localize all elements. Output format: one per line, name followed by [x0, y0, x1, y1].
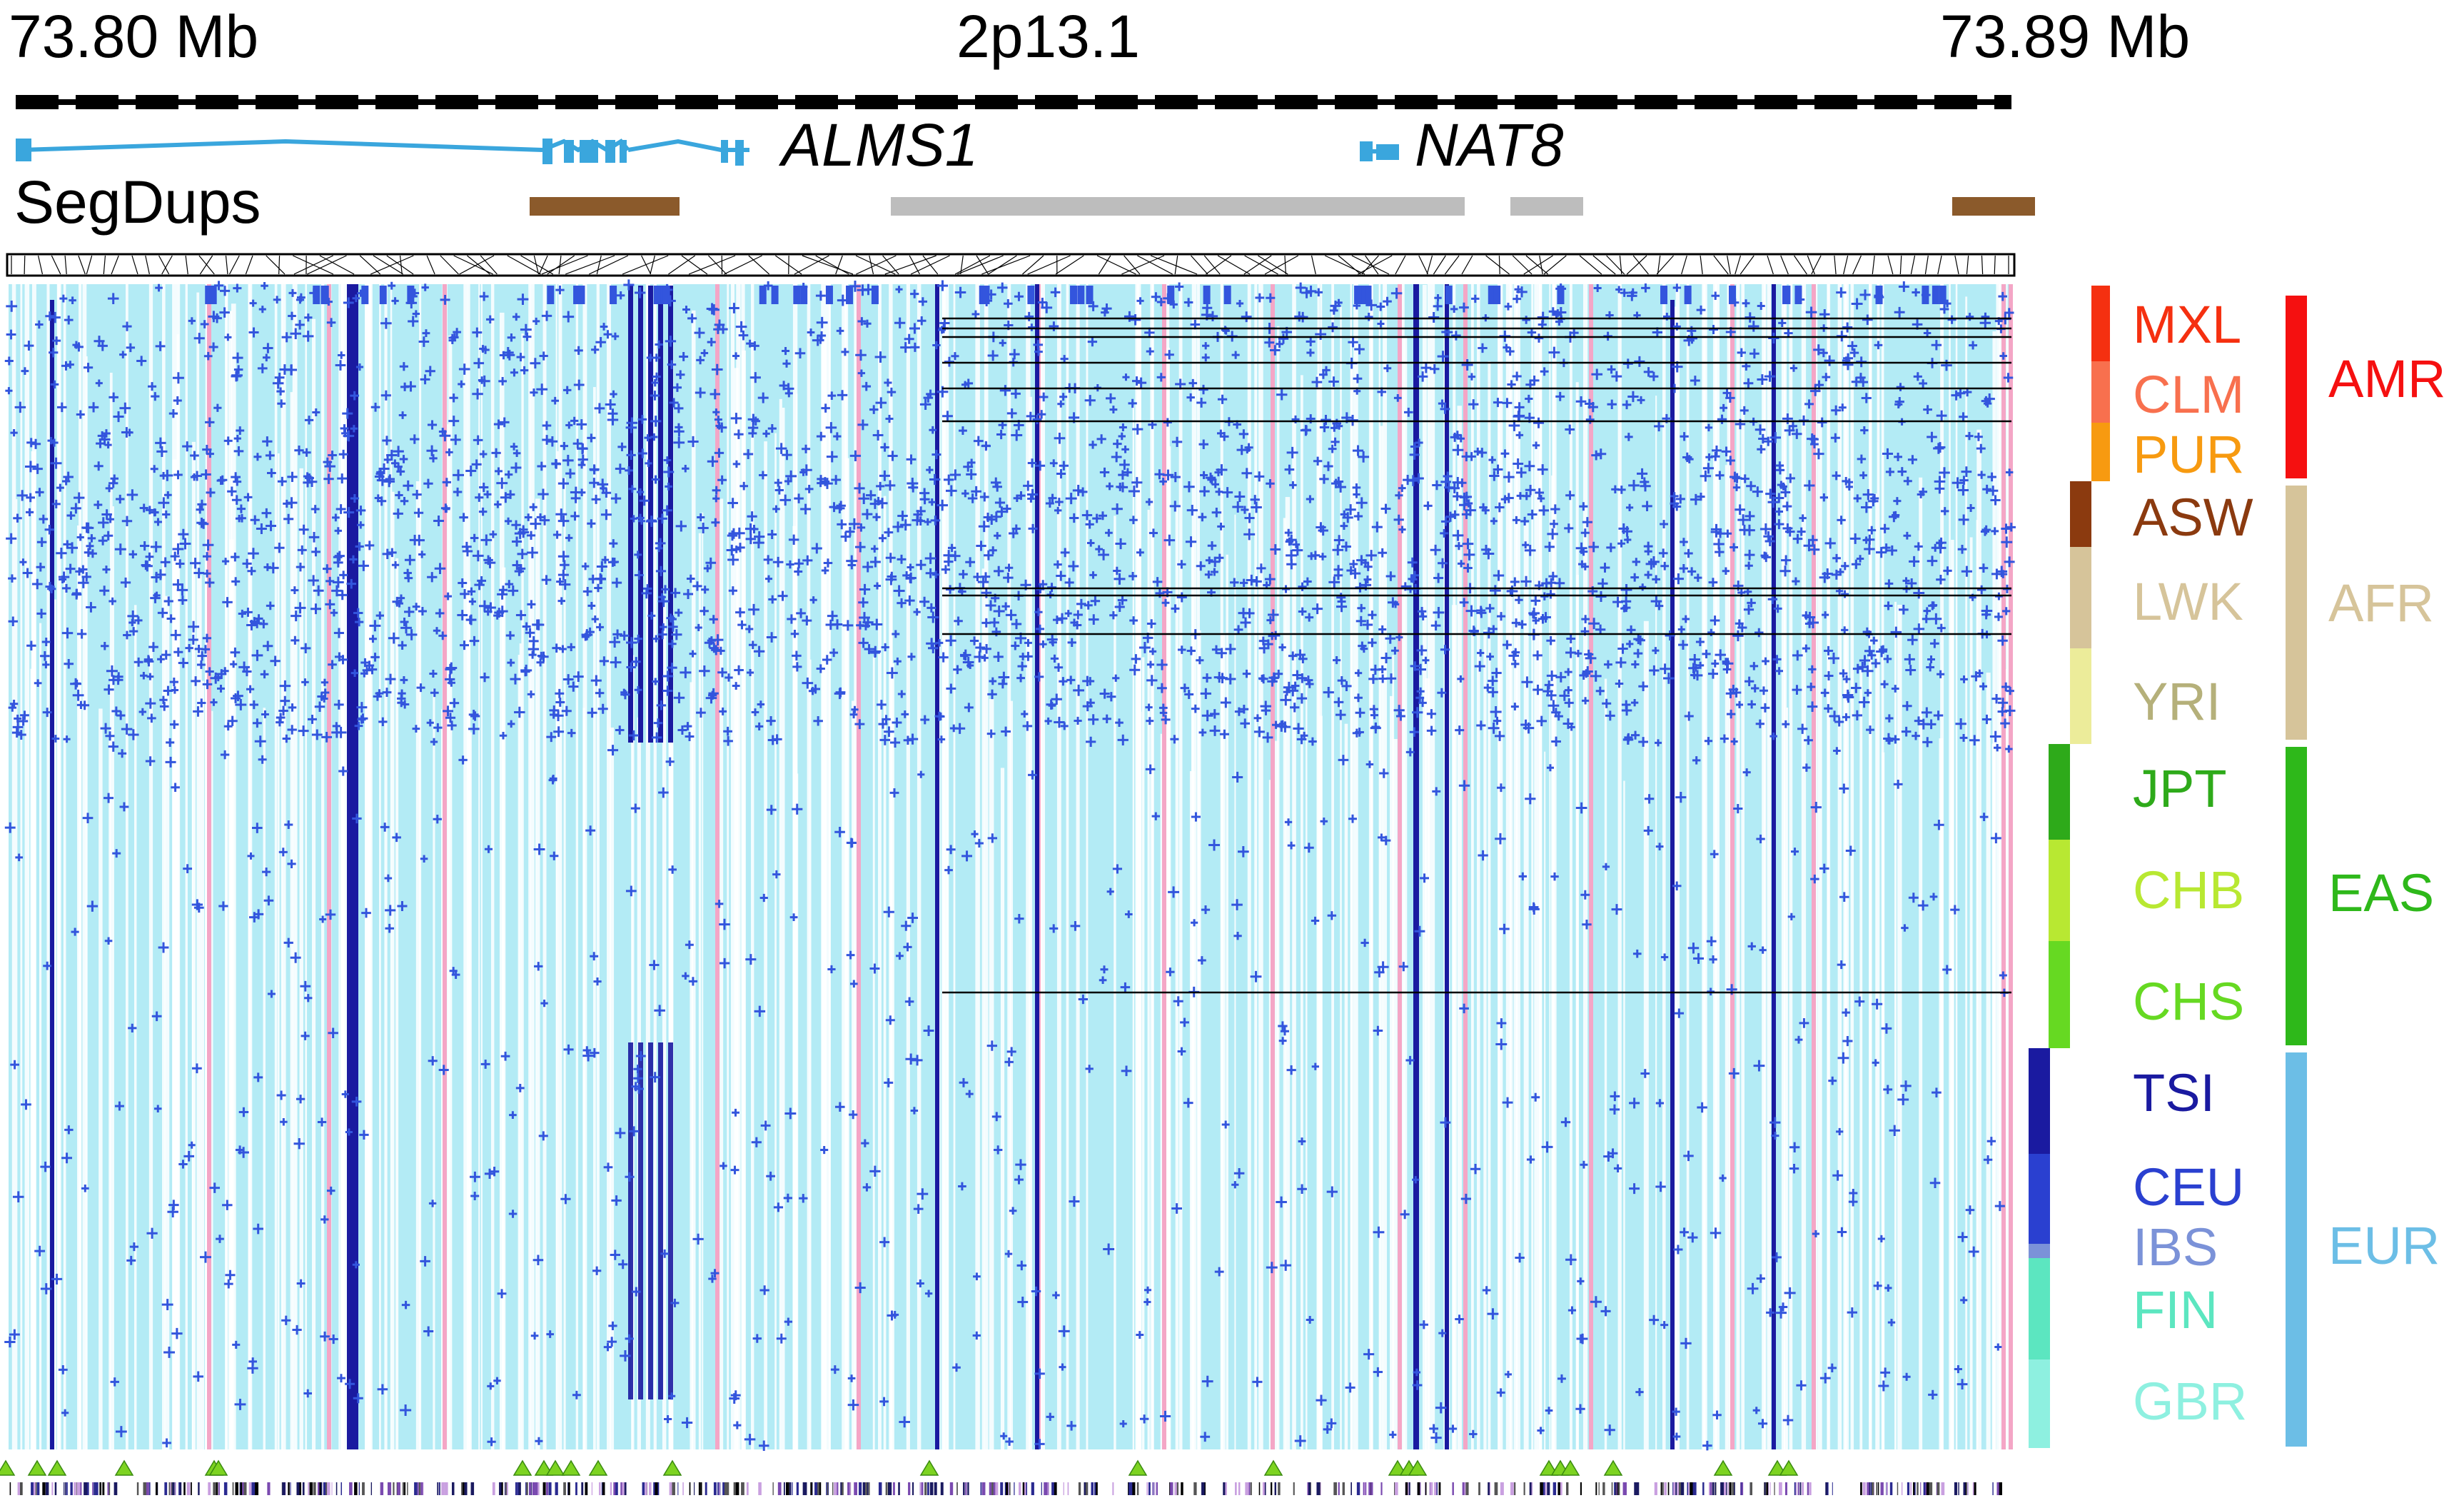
pop-label-yri: YRI [2133, 672, 2221, 731]
pop-label-lwk: LWK [2133, 572, 2243, 631]
pop-bar-ibs [2029, 1244, 2050, 1258]
pop-bar-chb [2049, 840, 2070, 941]
fan-connectors [11, 255, 2009, 275]
superpop-bar-afr [2286, 486, 2307, 740]
superpop-label-afr: AFR [2328, 573, 2434, 633]
left-position-label: 73.80 Mb [9, 3, 258, 70]
pop-label-clm: CLM [2133, 365, 2244, 424]
variant-barcode-track [9, 1482, 2002, 1495]
variant-triangle-track [0, 1459, 1799, 1476]
pop-bar-chs [2049, 941, 2070, 1048]
right-position-label: 73.89 Mb [1940, 3, 2190, 70]
pop-bar-mxl [2091, 286, 2110, 361]
superpop-label-eur: EUR [2328, 1216, 2440, 1275]
pop-bar-fin [2029, 1258, 2050, 1359]
superpop-label-amr: AMR [2328, 349, 2445, 408]
pop-bar-jpt [2049, 744, 2070, 840]
segdup-block [530, 197, 680, 216]
super-population-labels: AMR AFR EAS EUR [2328, 349, 2445, 1275]
pop-label-ceu: CEU [2133, 1157, 2244, 1217]
pop-label-fin: FIN [2133, 1280, 2218, 1339]
pop-bar-lwk [2070, 547, 2091, 648]
population-bars [2029, 286, 2110, 1448]
pop-label-mxl: MXL [2133, 295, 2241, 354]
pop-bar-tsi [2029, 1048, 2050, 1154]
pop-bar-clm [2091, 361, 2110, 423]
segdup-block [1952, 197, 2035, 216]
superpop-bar-eas [2286, 747, 2307, 1045]
fan-frame [6, 253, 2016, 277]
pop-label-tsi: TSI [2133, 1063, 2215, 1122]
pop-label-asw: ASW [2133, 488, 2253, 547]
gene-label-alms1: ALMS1 [778, 111, 978, 179]
pop-label-gbr: GBR [2133, 1372, 2247, 1431]
segdup-block [891, 197, 1465, 216]
population-labels: MXL CLM PUR ASW LWK YRI JPT CHB CHS TSI … [2133, 295, 2253, 1431]
superpop-label-eas: EAS [2328, 863, 2434, 923]
pop-bar-pur [2091, 423, 2110, 481]
segdup-block [1510, 197, 1583, 216]
pop-bar-asw [2070, 481, 2091, 547]
gene-label-nat8: NAT8 [1415, 111, 1564, 179]
superpop-bar-eur [2286, 1052, 2307, 1447]
pop-bar-ceu [2029, 1154, 2050, 1244]
pop-bar-gbr [2029, 1359, 2050, 1448]
pop-label-ibs: IBS [2133, 1217, 2218, 1277]
pop-label-chb: CHB [2133, 860, 2244, 920]
pop-label-chs: CHS [2133, 972, 2244, 1031]
haplotype-matrix [4, 279, 2016, 1451]
segdups-label: SegDups [14, 169, 261, 236]
gene-track-nat8 [1360, 141, 1399, 161]
pop-label-pur: PUR [2133, 425, 2244, 484]
super-population-bars [2286, 296, 2307, 1447]
pop-label-jpt: JPT [2133, 759, 2227, 818]
pop-bar-yri [2070, 648, 2091, 744]
gene-track-alms1 [16, 139, 749, 166]
cytoband-label: 2p13.1 [956, 3, 1140, 70]
superpop-bar-amr [2286, 296, 2307, 478]
